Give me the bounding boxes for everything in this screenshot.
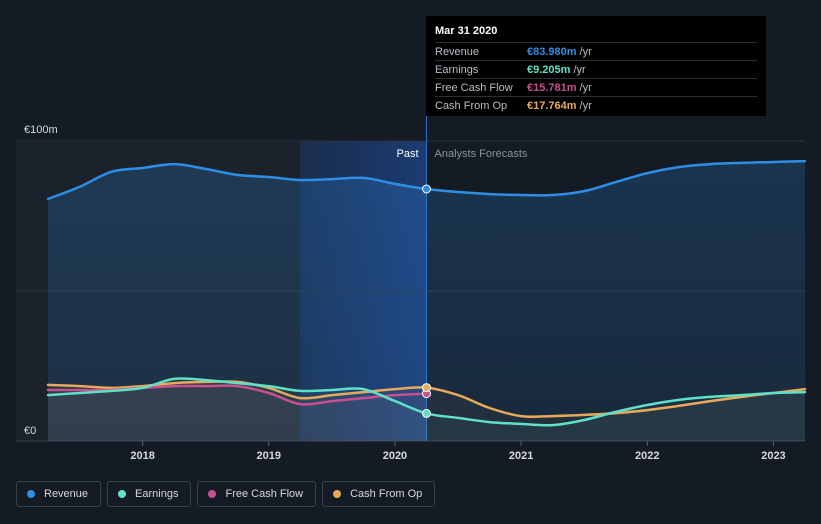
x-tick-label: 2019 <box>257 450 281 462</box>
tooltip-value: €9.205m <box>527 63 571 76</box>
legend: Revenue Earnings Free Cash Flow Cash Fro… <box>16 481 436 507</box>
legend-item-cash-from-op[interactable]: Cash From Op <box>322 481 436 507</box>
tooltip-label: Revenue <box>435 45 480 58</box>
tooltip: Mar 31 2020 Revenue €83.980m /yr Earning… <box>426 16 766 116</box>
tooltip-unit: /yr <box>579 99 592 112</box>
past-label: Past <box>396 148 418 160</box>
tooltip-date: Mar 31 2020 <box>435 25 498 37</box>
tooltip-value: €17.764m <box>527 99 577 112</box>
series-area-revenue <box>48 161 805 441</box>
series-area-earnings <box>48 378 805 441</box>
tooltip-label: Cash From Op <box>435 99 508 112</box>
y-axis-label-bottom: €0 <box>24 425 36 437</box>
legend-dot-icon <box>208 490 217 498</box>
series-area-fcf <box>48 385 427 441</box>
x-tick-label: 2018 <box>130 450 154 462</box>
tooltip-row-free-cash-flow: Free Cash Flow €15.781m /yr <box>435 78 757 96</box>
legend-dot-icon <box>27 490 35 498</box>
legend-label: Revenue <box>44 488 89 500</box>
tooltip-value: €15.781m <box>527 81 577 94</box>
legend-item-free-cash-flow[interactable]: Free Cash Flow <box>197 481 317 507</box>
x-tick-label: 2020 <box>383 450 407 462</box>
x-tick-label: 2022 <box>635 450 659 462</box>
legend-dot-icon <box>118 490 127 498</box>
tooltip-row-revenue: Revenue €83.980m /yr <box>435 42 757 60</box>
series-marker-earnings <box>422 408 431 418</box>
legend-label: Cash From Op <box>350 488 423 500</box>
series-marker-cfo <box>422 383 431 393</box>
tooltip-row-cash-from-op: Cash From Op €17.764m /yr <box>435 96 757 114</box>
tooltip-unit: /yr <box>573 63 586 76</box>
tooltip-value: €83.980m <box>527 45 577 58</box>
legend-dot-icon <box>333 490 342 498</box>
tooltip-label: Free Cash Flow <box>435 81 513 94</box>
legend-label: Free Cash Flow <box>225 488 304 500</box>
legend-item-earnings[interactable]: Earnings <box>107 481 192 507</box>
series-marker-revenue <box>422 184 431 194</box>
tooltip-unit: /yr <box>579 45 592 58</box>
y-axis-label-top: €100m <box>24 124 58 136</box>
x-tick-label: 2021 <box>509 450 533 462</box>
tooltip-row-earnings: Earnings €9.205m /yr <box>435 60 757 78</box>
tooltip-unit: /yr <box>579 81 592 94</box>
legend-label: Earnings <box>135 488 179 500</box>
x-tick-label: 2023 <box>761 450 785 462</box>
forecast-label: Analysts Forecasts <box>435 148 528 160</box>
tooltip-label: Earnings <box>435 63 479 76</box>
legend-item-revenue[interactable]: Revenue <box>16 481 102 507</box>
